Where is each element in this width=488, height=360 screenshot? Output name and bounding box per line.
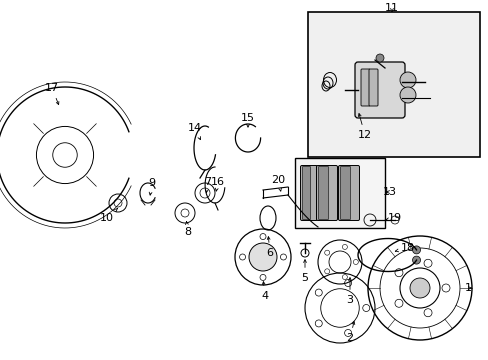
FancyBboxPatch shape [354,62,404,118]
Circle shape [399,87,415,103]
Circle shape [399,72,415,88]
FancyBboxPatch shape [360,69,369,106]
Circle shape [375,54,383,62]
Text: 15: 15 [241,113,254,127]
FancyBboxPatch shape [338,166,359,220]
Text: 4: 4 [261,282,268,301]
Text: 3: 3 [346,278,353,305]
FancyBboxPatch shape [368,69,377,106]
Text: 8: 8 [184,221,191,237]
Circle shape [248,243,276,271]
Text: 2: 2 [346,321,354,343]
FancyBboxPatch shape [316,166,337,220]
Text: 12: 12 [357,113,371,140]
Text: 5: 5 [301,260,308,283]
Circle shape [412,256,420,264]
Text: 6: 6 [266,237,273,258]
FancyBboxPatch shape [340,166,350,220]
Circle shape [409,278,429,298]
Text: 1: 1 [464,283,470,293]
Text: 19: 19 [385,213,401,223]
Text: 17: 17 [45,83,59,104]
FancyBboxPatch shape [318,166,328,220]
Text: 9: 9 [148,178,155,195]
Text: 20: 20 [270,175,285,191]
Text: 14: 14 [187,123,202,140]
Text: 11: 11 [384,3,398,13]
FancyBboxPatch shape [302,166,310,220]
Text: 18: 18 [394,243,414,253]
FancyBboxPatch shape [300,166,317,220]
Bar [294,158,384,228]
Circle shape [412,246,420,254]
Text: 7: 7 [204,177,211,193]
Text: 10: 10 [100,208,118,223]
Text: 16: 16 [210,177,224,191]
Text: 13: 13 [382,187,396,197]
Bar [307,12,479,157]
